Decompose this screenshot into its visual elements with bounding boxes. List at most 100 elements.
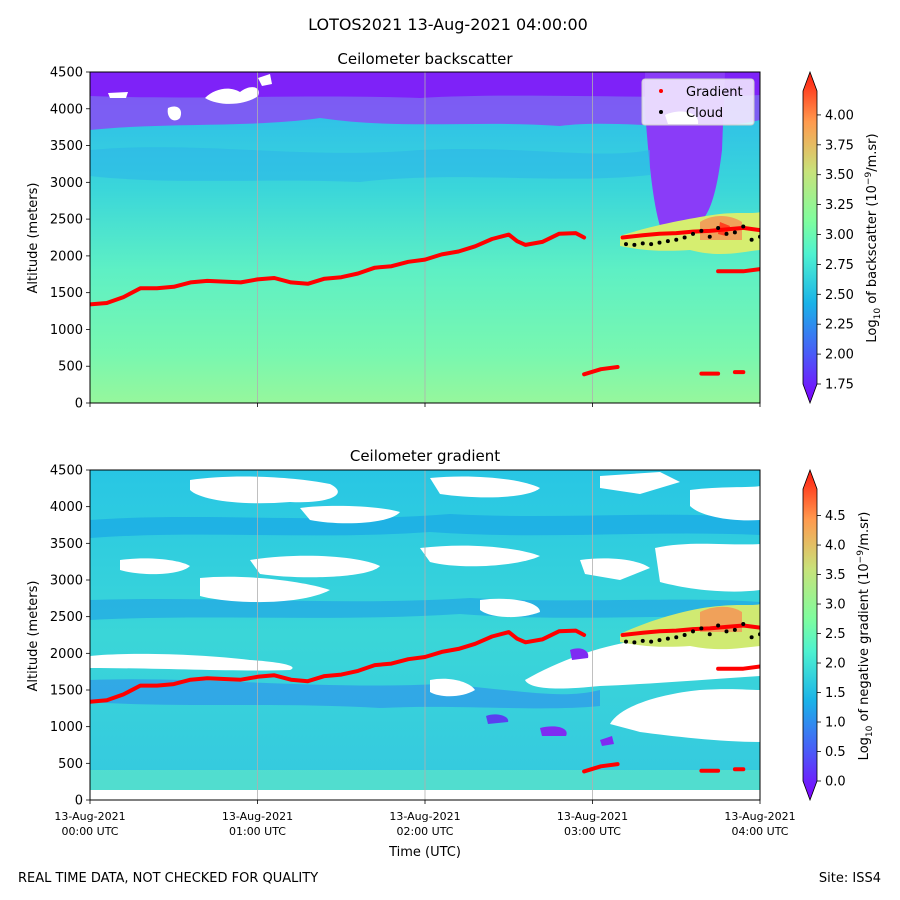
gradient-cloud-point	[682, 633, 687, 637]
gradient-cloud-point	[649, 639, 654, 644]
gradient-colorbar-tick-label: 0.0	[825, 775, 846, 790]
gradient-x-tick-label-time: 04:00 UTC	[731, 825, 788, 838]
backscatter-cloud-point	[665, 239, 670, 244]
backscatter-y-tick-label: 3000	[50, 176, 83, 191]
gradient-cloud-point	[665, 636, 670, 641]
legend-cloud-label: Cloud	[686, 106, 723, 121]
gradient-cloud-point	[716, 623, 721, 628]
gradient-x-tick-label-date: 13-Aug-2021	[54, 810, 125, 823]
backscatter-y-tick-label: 0	[75, 397, 83, 412]
backscatter-y-tick-label: 1500	[50, 286, 83, 301]
backscatter-title: Ceilometer backscatter	[337, 50, 513, 68]
backscatter-panel: Ceilometer backscatter 0 500 1000 1500 2000 2…	[26, 50, 883, 412]
gradient-cloud-point	[624, 639, 628, 644]
gradient-x-label: Time (UTC)	[388, 845, 461, 860]
backscatter-gradient-segment	[582, 365, 620, 377]
gradient-y-tick-label: 1000	[50, 720, 83, 735]
backscatter-cloud-point	[732, 230, 737, 235]
gradient-colorbar-tick-label: 2.0	[825, 657, 846, 672]
backscatter-cloud-point	[640, 241, 645, 246]
backscatter-colorbar-tick-label: 3.25	[825, 198, 854, 213]
backscatter-cloud-point	[707, 234, 712, 239]
backscatter-cloud-point	[674, 237, 679, 242]
backscatter-y-tick-label: 2500	[50, 213, 83, 228]
gradient-cloud-point	[707, 632, 712, 637]
backscatter-y-tick-label: 4000	[50, 102, 83, 117]
backscatter-colorbar-tick-label: 3.75	[825, 138, 854, 153]
backscatter-y-tick-label: 4500	[50, 66, 83, 81]
gradient-cloud-point	[674, 635, 679, 640]
backscatter-cloud-point	[682, 235, 687, 240]
backscatter-colorbar-tick-label: 2.50	[825, 288, 854, 303]
backscatter-colorbar-tick-label: 4.00	[825, 108, 854, 123]
gradient-marks	[90, 622, 760, 774]
backscatter-cloud-point	[632, 242, 637, 247]
gradient-gradient-line	[90, 628, 587, 704]
backscatter-cloud-point	[649, 242, 654, 247]
backscatter-gradient-segment	[716, 267, 760, 274]
gradient-y-tick-label: 2000	[50, 647, 83, 662]
gradient-title: Ceilometer gradient	[350, 447, 500, 465]
legend-cloud-marker	[659, 110, 663, 114]
gradient-cloud-point	[640, 638, 645, 643]
gradient-colorbar-tick-label: 0.5	[825, 745, 846, 760]
gradient-y-tick-label: 0	[75, 794, 83, 809]
gradient-y-tick-label: 4000	[50, 500, 83, 515]
backscatter-colorbar-tick-label: 1.75	[825, 378, 854, 393]
gradient-colorbar-label: Log10 of negative gradient (10−9/m.sr)	[856, 512, 875, 761]
backscatter-colorbar-tick-label: 2.75	[825, 258, 854, 273]
gradient-y-label: Altitude (meters)	[26, 581, 41, 692]
gradient-x-tick-label-date: 13-Aug-2021	[389, 810, 460, 823]
gradient-y-tick-label: 2500	[50, 610, 83, 625]
gradient-gradient-segment	[582, 762, 620, 774]
gradient-cloud-point	[632, 640, 637, 645]
backscatter-cloud-point	[691, 231, 695, 236]
backscatter-y-axis: 0 500 1000 1500 2000 2500 3000 3500 4000 4500	[50, 66, 90, 412]
gradient-x-tick-label-date: 13-Aug-2021	[222, 810, 293, 823]
backscatter-y-label: Altitude (meters)	[26, 183, 41, 294]
gradient-x-tick-label-date: 13-Aug-2021	[724, 810, 795, 823]
gradient-colorbar-tick-label: 4.5	[825, 509, 846, 524]
gradient-x-tick-label-time: 00:00 UTC	[61, 825, 118, 838]
gradient-x-tick-label-date: 13-Aug-2021	[557, 810, 628, 823]
backscatter-colorbar-tick-label: 2.25	[825, 318, 854, 333]
backscatter-y-tick-label: 3500	[50, 139, 83, 154]
backscatter-x-ticks	[89, 403, 761, 407]
backscatter-colorbar-tick-label: 2.00	[825, 348, 854, 363]
gradient-panel: Ceilometer gradient	[26, 447, 875, 860]
backscatter-cloud-point	[716, 225, 721, 230]
backscatter-cloud-point	[724, 231, 729, 236]
quality-disclaimer: REAL TIME DATA, NOT CHECKED FOR QUALITY	[18, 871, 318, 886]
gradient-x-axis: 13-Aug-2021 00:00 UTC 13-Aug-2021 01:00 UTC…	[54, 800, 796, 838]
gradient-y-tick-label: 3000	[50, 574, 83, 589]
gradient-colorbar-tick-label: 3.5	[825, 568, 846, 583]
gradient-x-tick-label-time: 03:00 UTC	[564, 825, 621, 838]
gradient-cloud-point	[741, 622, 746, 626]
gradient-x-tick-label-time: 01:00 UTC	[229, 825, 286, 838]
backscatter-gradient-segment	[620, 225, 760, 240]
backscatter-cloud-point	[741, 224, 746, 229]
backscatter-colorbar: 1.75 2.00 2.25 2.50 2.75 3.00 3.25 3.50 3.75 4.00…	[802, 70, 883, 405]
gradient-gradient-segment	[716, 664, 760, 671]
backscatter-y-tick-label: 1000	[50, 323, 83, 338]
gradient-y-tick-label: 1500	[50, 684, 83, 699]
backscatter-marks	[90, 224, 760, 377]
gradient-cloud-point	[749, 635, 754, 640]
gradient-cloud-point	[699, 626, 704, 631]
gradient-cloud-point	[732, 627, 737, 632]
gradient-cloud-point	[657, 638, 662, 643]
backscatter-colorbar-tick-label: 3.00	[825, 228, 854, 243]
backscatter-colorbar-tick-label: 3.50	[825, 168, 854, 183]
gradient-colorbar: 0.0 0.5 1.0 1.5 2.0 2.5 3.0 3.5 4.0 4.5 Log10 of …	[802, 468, 875, 802]
backscatter-colorbar-label: Log10 of backscatter (10−9/m.sr)	[864, 133, 883, 342]
backscatter-gradient-line	[90, 231, 587, 307]
site-label: Site: ISS4	[819, 871, 881, 886]
backscatter-y-tick-label: 500	[58, 360, 83, 375]
gradient-gradient-segment	[620, 623, 760, 637]
gradient-colorbar-tick-label: 4.0	[825, 539, 846, 554]
backscatter-cloud-point	[624, 242, 628, 247]
gradient-gridlines	[257, 470, 593, 800]
gradient-y-tick-label: 3500	[50, 537, 83, 552]
backscatter-y-tick-label: 2000	[50, 249, 83, 264]
gradient-cloud-point	[724, 629, 729, 634]
